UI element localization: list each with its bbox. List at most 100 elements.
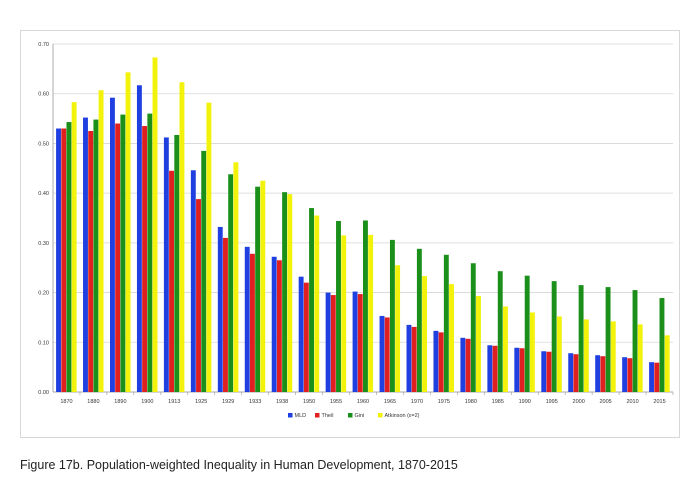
y-tick-label: 0.30 [38,241,49,247]
bar-theil-2000 [573,354,579,392]
bar-mld-1970 [406,324,412,392]
bar-atkinson-2000 [583,319,589,392]
x-tick-label: 1890 [114,399,126,405]
bar-theil-1960 [357,294,363,392]
bar-atkinson-1890 [125,72,131,392]
bar-gini-1929 [228,174,234,392]
bar-atkinson-1955 [341,235,347,392]
bar-mld-1960 [352,291,358,392]
bar-theil-1955 [330,295,336,392]
x-tick-label: 1965 [384,399,396,405]
bar-gini-1990 [524,275,530,392]
bar-theil-2005 [600,356,606,392]
x-tick-label: 1975 [438,399,450,405]
x-tick-label: 1925 [195,399,207,405]
legend-label-mld: MLD [295,413,307,419]
bar-gini-1925 [201,150,207,392]
bar-mld-2005 [595,355,601,392]
bar-gini-2010 [632,290,638,392]
bar-atkinson-1970 [422,276,428,392]
bar-gini-1880 [93,119,99,393]
bar-mld-1950 [298,276,304,392]
bar-atkinson-1990 [529,312,535,392]
x-tick-label: 1990 [519,399,531,405]
legend-label-atkinson: Atkinson (ε=2) [385,413,420,419]
bar-theil-1929 [223,237,228,392]
legend-swatch-atkinson [378,413,383,418]
bar-mld-1938 [271,256,277,392]
bar-mld-1965 [379,315,385,392]
bar-atkinson-2010 [637,324,643,392]
bar-gini-1955 [336,220,341,392]
x-tick-label: 1929 [222,399,234,405]
x-tick-label: 1880 [87,399,99,405]
x-tick-label: 2000 [573,399,585,405]
bar-atkinson-1929 [233,162,239,392]
bar-theil-1970 [411,326,417,392]
y-tick-label: 0.00 [38,390,49,396]
bar-theil-1990 [519,348,525,392]
legend-swatch-mld [288,413,293,418]
legend-label-theil: Theil [322,413,334,419]
bar-atkinson-1980 [476,296,481,392]
y-tick-label: 0.60 [38,92,49,98]
bar-atkinson-2015 [664,335,670,392]
bar-theil-1950 [303,282,309,392]
bar-theil-1933 [249,253,255,392]
x-tick-label: 1900 [141,399,153,405]
bar-gini-1995 [551,281,557,392]
bar-theil-1870 [61,128,67,392]
bar-atkinson-1995 [556,316,562,392]
bar-chart: 0.00 0.10 0.20 0.30 0.40 0.50 0.60 0.70 1870 1880… [38,42,674,419]
bar-mld-1900 [136,85,142,393]
bar-atkinson-1975 [449,284,454,392]
legend-label-gini: Gini [355,413,365,419]
figure-caption: Figure 17b. Population-weighted Inequali… [20,458,458,472]
bar-atkinson-1870 [71,102,77,392]
bar-theil-1980 [465,338,471,392]
x-tick-label: 2010 [626,399,638,405]
bar-mld-1955 [325,292,331,392]
legend-swatch-theil [315,413,320,418]
x-tick-label: 1980 [465,399,477,405]
x-tick-label: 1938 [276,399,288,405]
x-tick-label: 1985 [492,399,504,405]
bar-theil-1995 [546,351,552,392]
bar-atkinson-1985 [502,306,508,392]
x-tick-label: 1870 [60,399,72,405]
bar-mld-2010 [622,357,628,392]
bar-atkinson-1960 [368,234,374,392]
bar-gini-1980 [470,263,476,392]
y-tick-label: 0.40 [38,191,49,197]
bar-mld-2000 [568,353,574,392]
bar-theil-1880 [88,131,94,392]
bar-theil-1965 [384,317,390,392]
bar-mld-1985 [487,345,493,392]
bar-gini-1933 [255,186,261,392]
bar-theil-1925 [196,199,201,392]
bar-theil-1975 [438,332,444,392]
x-tick-label: 1955 [330,399,342,405]
bar-mld-1980 [460,337,466,392]
bar-atkinson-1913 [179,82,185,392]
bar-gini-1950 [309,208,314,392]
chart-frame: 0.00 0.10 0.20 0.30 0.40 0.50 0.60 0.70 1870 1880… [20,30,680,438]
bar-mld-1870 [56,128,61,392]
bar-gini-1870 [66,122,72,393]
bar-gini-1965 [389,239,395,392]
x-tick-label: 1913 [168,399,180,405]
bar-gini-2015 [659,298,665,392]
bar-mld-1995 [541,351,547,392]
bar-gini-1938 [282,192,288,392]
x-tick-label: 1995 [546,399,558,405]
bar-gini-2005 [605,287,611,392]
bar-atkinson-1925 [206,102,212,393]
bar-theil-1985 [492,345,498,392]
x-tick-label: 1950 [303,399,315,405]
bar-mld-1880 [83,117,88,392]
y-tick-label: 0.50 [38,141,49,147]
bar-gini-1890 [120,114,126,392]
bar-mld-1925 [190,170,196,392]
bar-mld-1929 [217,226,223,392]
y-tick-label: 0.10 [38,340,49,346]
